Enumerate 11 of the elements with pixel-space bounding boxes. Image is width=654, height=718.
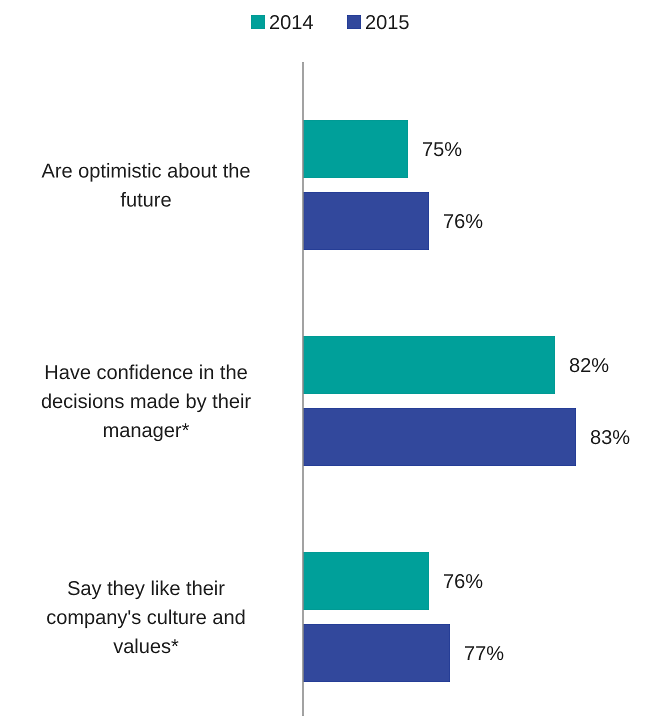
y-tick-label: Say they like their company's culture and values* <box>46 578 246 658</box>
data-label: 76% <box>443 211 484 233</box>
data-label: 75% <box>422 139 462 161</box>
y-tick-label: Have confidence in the decisions made by their manager* <box>40 362 252 442</box>
legend-label: 2014 <box>269 12 314 34</box>
data-label: 82% <box>569 355 610 377</box>
y-tick-label: Are optimistic about the future <box>42 160 250 212</box>
data-label: 83% <box>590 427 630 449</box>
data-label: 76% <box>443 571 484 593</box>
data-label: 77% <box>464 643 504 665</box>
legend-label: 2015 <box>365 12 410 34</box>
